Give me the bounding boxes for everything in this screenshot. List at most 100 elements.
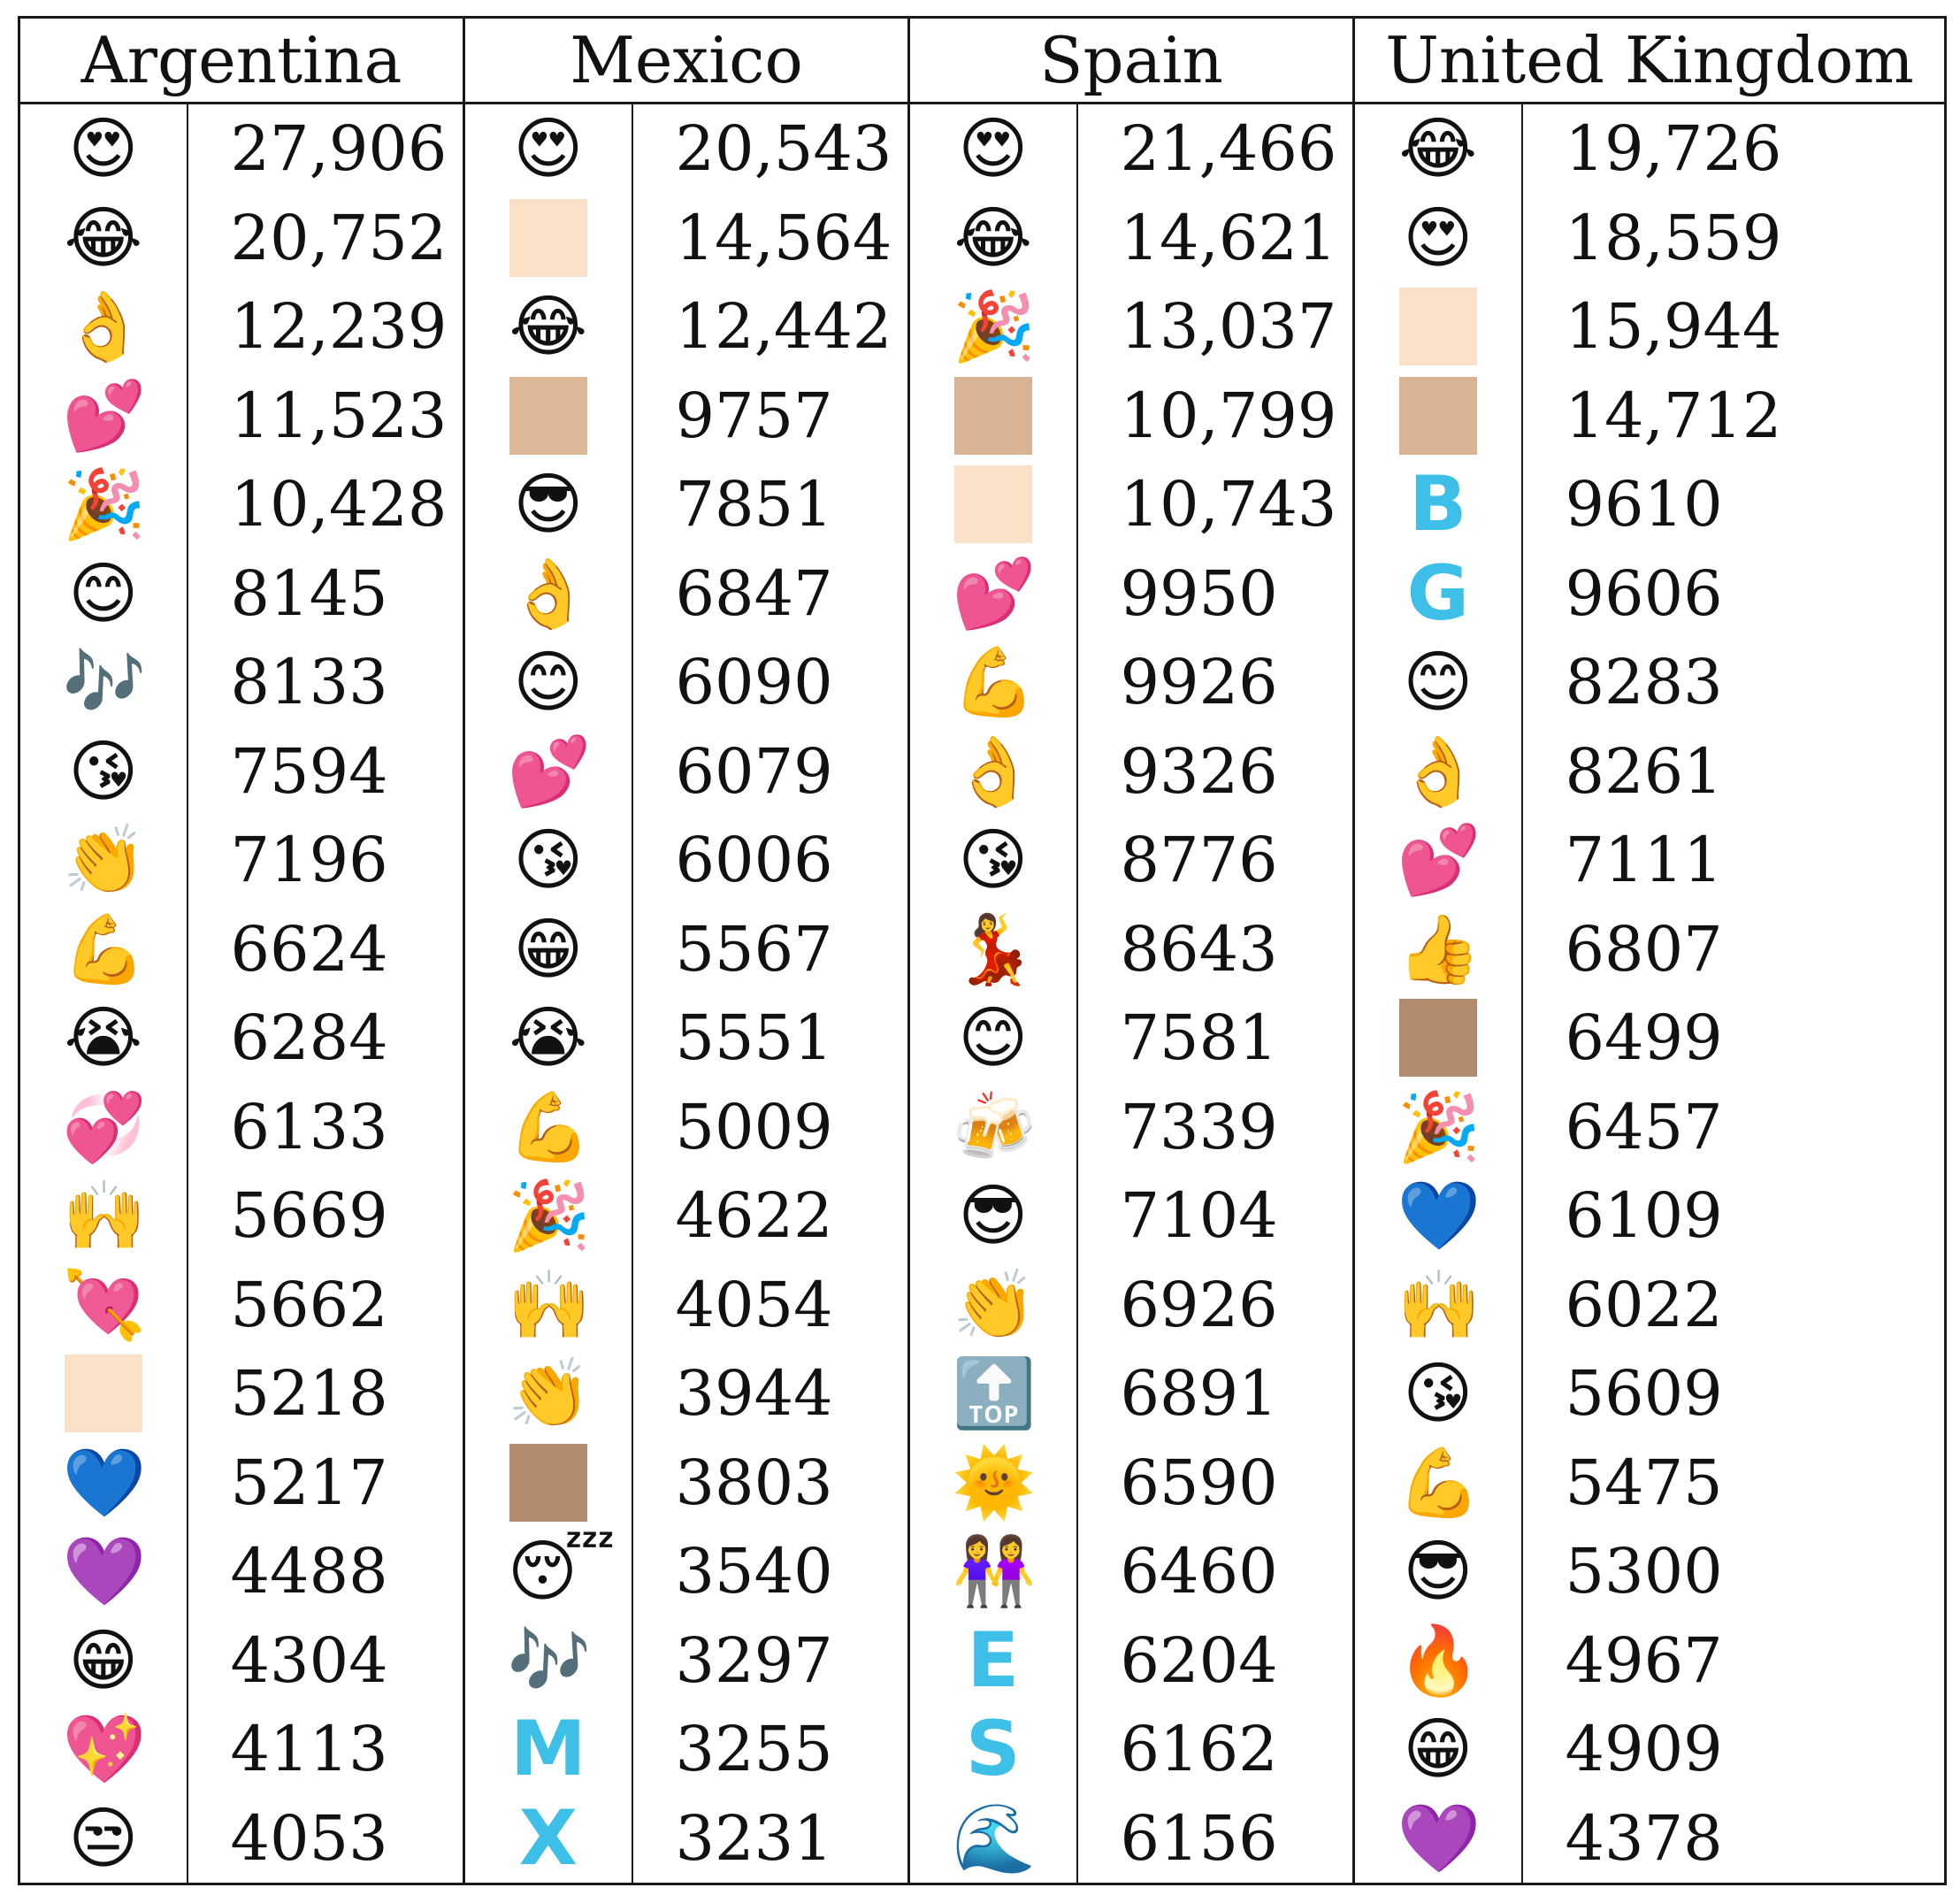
count-cell: 7196	[186, 816, 464, 905]
emoji-cell: 💕	[19, 372, 188, 461]
count-cell: 12,442	[631, 282, 909, 372]
purple-heart-icon: 💜	[1397, 1798, 1481, 1877]
party-popper-icon: 🎉	[1397, 1086, 1481, 1166]
table-row: 😊 8145 👌 6847 💕 9950 G 9606	[19, 549, 1946, 639]
two-hearts-icon: 💕	[507, 731, 592, 810]
count-cell: 6460	[1076, 1527, 1354, 1616]
count-cell: 6156	[1076, 1793, 1354, 1884]
skin-tone-medium-swatch	[509, 1443, 587, 1522]
count-cell: 9606	[1520, 549, 1946, 638]
smiling-face-with-smiling-eyes-icon: 😊	[958, 998, 1029, 1078]
emoji-cell: 🔥	[1352, 1615, 1522, 1705]
emoji-cell: 😊	[463, 638, 632, 727]
count-cell: 5009	[631, 1082, 909, 1171]
skin-tone-medium-light-swatch	[509, 376, 587, 455]
clapping-hands-icon: 👏	[952, 1264, 1037, 1344]
table-row: 💘 5662 🙌 4054 👏 6926 🙌 6022	[19, 1260, 1946, 1349]
count-cell: 6926	[1076, 1260, 1354, 1349]
regional-indicator-b-icon: B	[1408, 460, 1467, 549]
emoji-cell: 😎	[1352, 1527, 1522, 1616]
emoji-frequency-table: Argentina Mexico Spain United Kingdom 😍 2…	[18, 16, 1948, 1885]
count-cell: 3540	[631, 1527, 909, 1616]
count-cell: 4909	[1520, 1705, 1946, 1794]
ok-hand-icon: 👌	[507, 553, 592, 633]
count-cell: 7104	[1076, 1171, 1354, 1261]
table-row: 💞 6133 💪 5009 🍻 7339 🎉 6457	[19, 1082, 1946, 1171]
table-row: 💙 5217 3803 🌞 6590 💪 5475	[19, 1438, 1946, 1528]
emoji-cell: 💙	[19, 1439, 188, 1528]
table-row: 💜 4488 😴 3540 👭 6460 😎 5300	[19, 1527, 1946, 1616]
smiling-face-with-heart-eyes-icon: 😍	[958, 109, 1029, 188]
emoji-cell: 👏	[19, 816, 188, 905]
count-cell: 6590	[1076, 1438, 1354, 1527]
smiling-face-with-sunglasses-icon: 😎	[958, 1176, 1029, 1255]
table-row: 😒 4053 X 3231 🌊 6156 💜 4378	[19, 1793, 1946, 1884]
emoji-cell: 👌	[907, 726, 1077, 816]
count-cell: 4113	[186, 1705, 464, 1794]
emoji-cell: 🎉	[19, 460, 188, 549]
count-cell: 4053	[186, 1793, 464, 1884]
emoji-cell	[907, 371, 1077, 460]
count-cell: 7581	[1076, 994, 1354, 1083]
emoji-cell: 🍻	[907, 1082, 1077, 1171]
smiling-face-with-sunglasses-icon: 😎	[513, 464, 584, 544]
count-cell: 15,944	[1520, 282, 1946, 372]
regional-indicator-e-icon: E	[967, 1615, 1020, 1705]
emoji-cell: 🎉	[1352, 1082, 1522, 1171]
count-cell: 6079	[631, 726, 909, 816]
emoji-cell	[1352, 994, 1522, 1083]
count-cell: 5551	[631, 994, 909, 1083]
fire-icon: 🔥	[1397, 1620, 1481, 1700]
skin-tone-light-swatch	[1398, 288, 1477, 366]
smiling-face-with-heart-eyes-icon: 😍	[68, 109, 139, 188]
emoji-cell: 💪	[463, 1082, 632, 1171]
skin-tone-light-swatch	[64, 1354, 142, 1433]
emoji-cell: 🙌	[463, 1260, 632, 1349]
party-popper-icon: 🎉	[952, 287, 1037, 366]
header-mexico: Mexico	[462, 17, 909, 104]
count-cell: 4304	[186, 1615, 464, 1705]
count-cell: 9926	[1076, 638, 1354, 727]
flexed-biceps-icon: 💪	[507, 1086, 592, 1166]
party-popper-icon: 🎉	[507, 1176, 592, 1255]
count-cell: 4622	[631, 1171, 909, 1261]
count-cell: 6499	[1520, 994, 1946, 1083]
emoji-cell: 😍	[1352, 193, 1522, 282]
header-argentina: Argentina	[19, 17, 464, 104]
count-cell: 20,543	[631, 103, 909, 194]
emoji-cell: 😒	[19, 1794, 188, 1884]
count-cell: 10,799	[1076, 371, 1354, 460]
emoji-cell: 🎶	[463, 1615, 632, 1705]
count-cell: 8133	[186, 638, 464, 727]
emoji-cell: M	[463, 1705, 632, 1794]
sleeping-face-icon: 😴	[507, 1531, 616, 1611]
musical-notes-icon: 🎶	[62, 642, 147, 722]
table-row: 😘 7594 💕 6079 👌 9326 👌 8261	[19, 726, 1946, 816]
regional-indicator-x-icon: X	[518, 1793, 578, 1883]
woman-dancing-icon: 💃	[952, 909, 1037, 988]
loudly-crying-face-icon: 😭	[64, 998, 143, 1078]
raising-hands-icon: 🙌	[507, 1264, 592, 1344]
table-row: 💕 11,523 9757 10,799 14,712	[19, 371, 1946, 461]
emoji-cell: 🌊	[907, 1793, 1077, 1884]
water-wave-icon: 🌊	[952, 1798, 1037, 1877]
face-blowing-kiss-icon: 😘	[68, 731, 139, 810]
sparkling-heart-icon: 💖	[62, 1709, 147, 1789]
emoji-cell: 😂	[19, 194, 188, 283]
count-cell: 3297	[631, 1615, 909, 1705]
face-blowing-kiss-icon: 😘	[958, 820, 1029, 900]
table-row: 😍 27,906 😍 20,543 😍 21,466 😂 19,726	[19, 103, 1946, 194]
count-cell: 5217	[186, 1438, 464, 1527]
count-cell: 6133	[186, 1082, 464, 1171]
emoji-cell: 😊	[19, 549, 188, 639]
count-cell: 6204	[1076, 1615, 1354, 1705]
emoji-cell: 😎	[907, 1171, 1077, 1261]
count-cell: 20,752	[186, 193, 464, 282]
emoji-cell: 💜	[19, 1527, 188, 1616]
ok-hand-icon: 👌	[62, 287, 147, 366]
smiling-face-with-smiling-eyes-icon: 😊	[1403, 642, 1474, 722]
regional-indicator-g-icon: G	[1406, 549, 1470, 638]
count-cell: 14,621	[1076, 193, 1354, 282]
count-cell: 9950	[1076, 549, 1354, 638]
count-cell: 14,712	[1520, 371, 1946, 460]
